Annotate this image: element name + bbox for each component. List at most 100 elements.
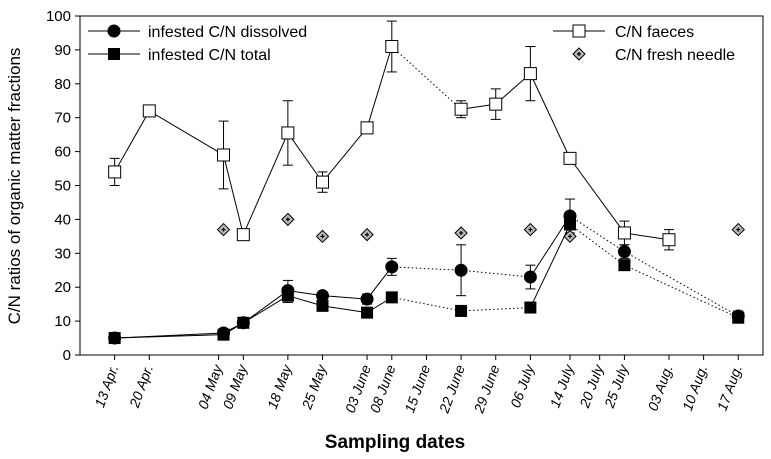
total-segment — [243, 295, 289, 324]
dissolved-segment — [391, 266, 462, 271]
total-point — [563, 218, 576, 231]
faeces-segment — [114, 110, 150, 173]
needle-diamond-cross — [577, 52, 581, 56]
needle-point — [454, 226, 468, 240]
x-tick-label: 20 Apr. — [126, 363, 156, 411]
y-tick-label: 10 — [54, 313, 71, 330]
needle-point — [216, 222, 231, 237]
legend-item-dissolved: infested C/N dissolved — [88, 24, 307, 41]
legend-item-needle: C/N fresh needle — [572, 47, 735, 64]
x-tick-label: 18 May — [264, 362, 295, 412]
needle-diamond-cross — [528, 227, 533, 232]
faeces-point — [454, 102, 468, 116]
faeces-segment — [149, 110, 224, 156]
dissolved-point — [385, 260, 399, 274]
x-tick-label: 29 June — [470, 362, 502, 415]
x-tick-label: 10 Aug. — [679, 363, 710, 413]
dissolved-segment — [243, 290, 289, 324]
total-segment — [529, 224, 571, 308]
legend-faeces-point-marker — [572, 24, 586, 38]
faeces-point — [108, 165, 122, 179]
total-segment — [461, 307, 531, 312]
total-point — [316, 299, 329, 312]
total-segment — [569, 224, 625, 266]
plot-border — [79, 15, 764, 356]
legend-label: infested C/N dissolved — [148, 24, 307, 41]
faeces-segment — [322, 127, 368, 183]
faeces-point — [385, 40, 399, 54]
faeces-segment — [529, 73, 571, 159]
faeces-point — [662, 233, 676, 247]
faeces-point — [236, 228, 250, 242]
total-point — [524, 301, 537, 314]
legend-label: infested C/N total — [148, 47, 271, 64]
y-tick-label: 30 — [54, 245, 71, 262]
faeces-point — [563, 151, 577, 165]
legend-label: C/N fresh needle — [615, 47, 735, 64]
series-faeces — [108, 20, 676, 251]
faeces-point — [281, 126, 295, 140]
y-tick-label: 40 — [54, 211, 71, 228]
needle-diamond-cross — [365, 232, 370, 237]
total-point — [217, 328, 230, 341]
dissolved-segment — [569, 215, 625, 253]
y-axis: 0 10 20 30 40 50 60 70 80 90 100 — [46, 8, 80, 364]
faeces-segment — [391, 46, 462, 110]
needle-diamond-cross — [459, 230, 464, 235]
total-segment — [624, 264, 739, 319]
faeces-point — [617, 226, 631, 240]
y-tick-label: 60 — [54, 144, 71, 161]
dissolved-point — [454, 263, 468, 277]
plot-frame — [79, 15, 764, 356]
legend: infested C/N dissolved infested C/N total… — [88, 24, 735, 64]
legend-label: C/N faeces — [615, 24, 694, 41]
dissolved-segment — [624, 251, 739, 317]
series-needle — [216, 212, 745, 244]
dissolved-point — [523, 270, 537, 284]
legend-item-total: infested C/N total — [88, 47, 271, 64]
x-tick-label: 06 July — [507, 362, 538, 410]
series-total — [108, 218, 745, 345]
faeces-segment — [242, 132, 289, 235]
total-point — [237, 316, 250, 329]
faeces-segment — [287, 132, 323, 183]
y-tick-label: 90 — [54, 42, 71, 59]
needle-diamond-cross — [285, 217, 290, 222]
legend-item-faeces: C/N faeces — [553, 24, 694, 41]
dissolved-point — [617, 245, 631, 259]
needle-diamond-cross — [221, 227, 226, 232]
total-point — [385, 291, 398, 304]
x-tick-label: 15 June — [401, 362, 433, 414]
series-layer — [108, 20, 745, 345]
y-tick-label: 100 — [46, 8, 71, 25]
y-tick-label: 70 — [54, 110, 71, 127]
y-tick-label: 0 — [63, 347, 71, 364]
faeces-segment — [223, 154, 244, 235]
faeces-point — [316, 175, 330, 189]
needle-point — [523, 222, 538, 237]
total-segment — [391, 296, 462, 312]
needle-point — [315, 229, 330, 244]
y-tick-label: 50 — [54, 178, 71, 195]
faeces-point — [360, 121, 374, 135]
total-point — [732, 311, 745, 324]
faeces-point — [217, 148, 231, 162]
needle-diamond-cross — [320, 234, 325, 239]
total-point — [281, 289, 294, 302]
series-dissolved — [108, 198, 745, 345]
needle-point — [281, 212, 295, 227]
total-segment — [114, 334, 224, 339]
total-point — [108, 332, 121, 345]
faeces-segment — [624, 232, 670, 241]
needle-diamond-cross — [736, 227, 741, 232]
legend-needle-point-marker — [572, 47, 586, 61]
dissolved-point — [360, 292, 374, 306]
faeces-point — [523, 67, 537, 81]
needle-point — [563, 229, 577, 244]
dissolved-segment — [322, 295, 368, 300]
total-point — [455, 304, 468, 317]
y-axis-title: C/N ratios of organic matter fractions — [5, 48, 24, 325]
faeces-point — [489, 97, 503, 111]
legend-dissolved-point-marker — [107, 24, 121, 38]
